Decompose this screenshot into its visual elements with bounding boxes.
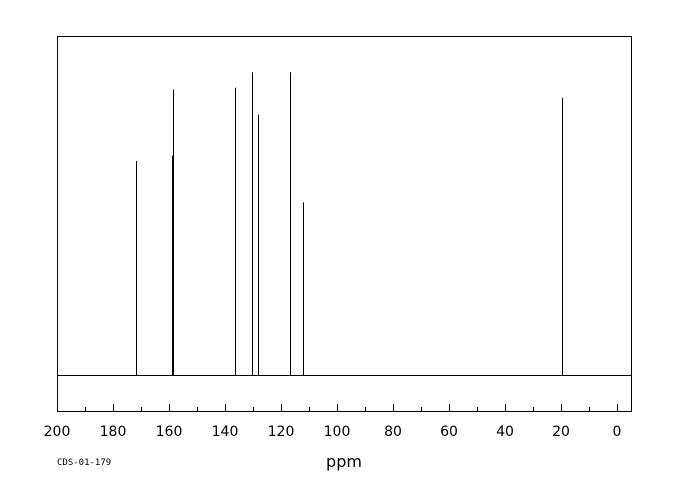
x-tick-label: 100	[324, 424, 351, 440]
x-tick-label: 180	[100, 424, 127, 440]
x-tick-label: 60	[440, 424, 458, 440]
x-tick-label: 40	[496, 424, 514, 440]
x-tick-label: 160	[156, 424, 183, 440]
x-tick-label: 120	[268, 424, 295, 440]
x-tick-label: 20	[552, 424, 570, 440]
x-tick-label: 200	[44, 424, 71, 440]
spectrum-peaks	[136, 72, 563, 376]
x-tick-label: 0	[613, 424, 622, 440]
x-axis-ticks	[57, 404, 618, 411]
x-tick-label: 140	[212, 424, 239, 440]
sample-code-label: CDS-01-179	[57, 458, 111, 468]
plot-frame	[57, 36, 632, 412]
x-axis-title: ppm	[326, 452, 362, 471]
x-tick-label: 80	[384, 424, 402, 440]
x-axis-tick-labels: 200 180 160 140 120 100 80 60 40 20 0	[44, 424, 622, 440]
